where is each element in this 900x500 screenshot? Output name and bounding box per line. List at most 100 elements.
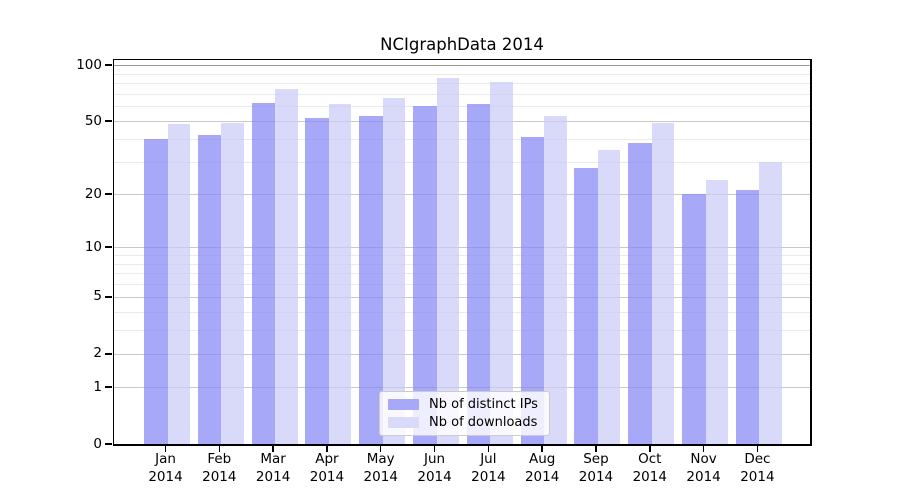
gridline-10	[114, 247, 810, 249]
x-tick-label-jun: Jun 2014	[403, 450, 467, 486]
bar-mar-downloads	[275, 89, 298, 444]
x-tick-label-aug: Aug 2014	[510, 450, 574, 486]
x-label-month-oct: Oct	[638, 451, 662, 467]
gridline-minor-8	[114, 263, 810, 265]
gridline-1	[114, 387, 810, 389]
gridline-minor-60	[114, 106, 810, 108]
x-label-year-may: 2014	[363, 469, 398, 485]
gridline-5	[114, 296, 810, 298]
y-tick-label-50: 50	[84, 112, 102, 129]
x-label-year-dec: 2014	[740, 469, 775, 485]
chart-title: NCIgraphData 2014	[380, 35, 544, 54]
gridline-minor-90	[114, 73, 810, 75]
gridline-minor-40	[114, 139, 810, 141]
x-label-month-jan: Jan	[155, 451, 176, 467]
x-tick-jan	[164, 445, 167, 452]
x-tick-label-oct: Oct 2014	[618, 450, 682, 486]
legend-swatch-distinct-ips-icon	[388, 399, 419, 410]
bar-nov-distinct-ips	[682, 194, 706, 444]
gridline-minor-70	[114, 93, 810, 95]
axis-spine-right	[810, 58, 812, 446]
x-label-year-jun: 2014	[417, 469, 452, 485]
legend-swatch-downloads-icon	[388, 417, 419, 428]
x-label-year-oct: 2014	[632, 469, 667, 485]
x-tick-dec	[756, 445, 759, 452]
x-label-month-mar: Mar	[260, 451, 286, 467]
x-label-year-feb: 2014	[202, 469, 237, 485]
x-tick-may	[379, 445, 382, 452]
gridline-minor-9	[114, 254, 810, 256]
axis-spine-top	[112, 58, 812, 60]
x-tick-apr	[326, 445, 328, 452]
plot-area	[114, 60, 810, 444]
legend-label-distinct-ips: Nb of distinct IPs	[429, 397, 538, 412]
bar-jun-downloads	[436, 78, 460, 444]
x-tick-aug	[541, 445, 543, 452]
x-label-month-dec: Dec	[744, 451, 771, 467]
bar-feb-downloads	[221, 122, 244, 444]
x-label-month-aug: Aug	[528, 451, 556, 467]
x-label-month-jul: Jul	[480, 451, 497, 467]
x-label-year-aug: 2014	[524, 469, 560, 485]
x-tick-label-may: May 2014	[349, 450, 413, 486]
bar-jan-distinct-ips	[144, 139, 168, 444]
x-tick-jun	[433, 445, 436, 452]
gridline-2	[114, 353, 810, 355]
x-tick-label-jan: Jan 2014	[134, 450, 198, 486]
bar-aug-downloads	[544, 116, 567, 444]
legend: Nb of distinct IPs Nb of downloads	[379, 391, 550, 436]
y-tick-label-100: 100	[76, 56, 102, 73]
y-tick-label-2: 2	[93, 345, 102, 362]
legend-label-downloads: Nb of downloads	[429, 415, 538, 430]
bar-jun-distinct-ips	[413, 106, 437, 444]
bar-oct-downloads	[651, 122, 675, 444]
axis-spine-bottom	[112, 444, 812, 446]
x-label-year-nov: 2014	[686, 469, 721, 485]
bar-dec-distinct-ips	[735, 190, 760, 444]
bar-apr-downloads	[328, 103, 352, 444]
bar-feb-distinct-ips	[197, 135, 222, 444]
gridline-minor-30	[114, 162, 810, 164]
x-tick-nov	[702, 445, 705, 452]
gridline-20	[114, 194, 810, 195]
y-tick-20	[105, 193, 112, 195]
y-tick-2	[105, 353, 112, 355]
y-tick-label-1: 1	[93, 378, 102, 395]
legend-item-distinct-ips: Nb of distinct IPs	[388, 397, 538, 412]
x-label-month-nov: Nov	[690, 451, 717, 467]
bar-jul-distinct-ips	[466, 103, 491, 444]
bar-may-distinct-ips	[359, 116, 383, 444]
bar-jul-downloads	[490, 82, 513, 444]
x-tick-label-apr: Apr 2014	[295, 450, 359, 486]
bar-nov-downloads	[705, 179, 729, 444]
bar-oct-distinct-ips	[628, 143, 652, 444]
x-label-year-jan: 2014	[148, 469, 183, 485]
bar-sep-distinct-ips	[574, 167, 598, 444]
bar-apr-distinct-ips	[305, 118, 329, 444]
y-tick-10	[105, 246, 112, 248]
x-tick-label-nov: Nov 2014	[672, 450, 736, 486]
bar-jan-downloads	[167, 124, 190, 444]
x-tick-label-sep: Sep 2014	[564, 450, 628, 486]
bar-dec-downloads	[759, 162, 782, 444]
gridline-50	[114, 121, 810, 123]
x-label-month-may: May	[366, 451, 395, 467]
gridline-minor-7	[114, 273, 810, 275]
y-tick-0	[105, 443, 112, 445]
legend-item-downloads: Nb of downloads	[388, 415, 538, 430]
gridline-100	[114, 65, 810, 67]
y-tick-5	[105, 296, 112, 298]
x-label-year-sep: 2014	[578, 469, 614, 485]
x-tick-label-jul: Jul 2014	[456, 450, 520, 486]
bar-may-downloads	[382, 97, 406, 444]
y-tick-label-0: 0	[93, 435, 102, 452]
gridline-minor-3	[114, 330, 810, 332]
x-tick-sep	[595, 445, 597, 452]
bar-sep-downloads	[597, 149, 621, 444]
x-label-month-feb: Feb	[207, 451, 232, 467]
x-label-month-apr: Apr	[315, 451, 339, 467]
x-label-year-jul: 2014	[471, 469, 506, 485]
bar-aug-distinct-ips	[520, 137, 545, 444]
y-tick-50	[105, 120, 112, 122]
x-label-month-sep: Sep	[583, 451, 609, 467]
